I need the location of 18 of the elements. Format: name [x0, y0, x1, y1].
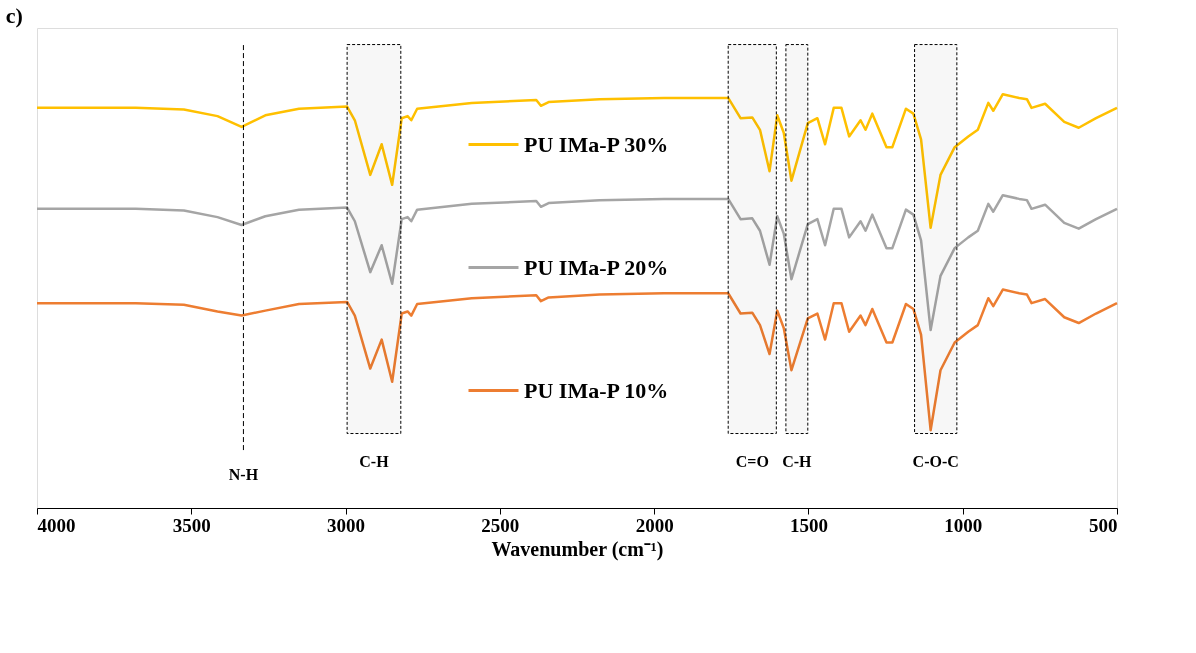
x-tick-label: 1500: [789, 514, 828, 536]
legend-label: PU IMa-P 20%: [524, 254, 669, 280]
chart-title: c): [5, 3, 23, 28]
x-tick-label: 3000: [327, 514, 366, 536]
band-label: C-O-C: [912, 453, 959, 471]
ref-line-label: N-H: [228, 465, 259, 483]
x-tick-label: 3500: [172, 514, 211, 536]
legend-label: PU IMa-P 10%: [524, 377, 669, 403]
band-label: C-H: [782, 453, 813, 471]
x-tick-label: 500: [1089, 514, 1118, 536]
x-tick-label: 1000: [944, 514, 983, 536]
legend-label: PU IMa-P 30%: [524, 131, 669, 157]
x-tick-label: 2000: [635, 514, 674, 536]
x-tick-label: 4000: [37, 514, 76, 536]
band-label: C-H: [359, 453, 390, 471]
band-label: C=O: [735, 453, 769, 471]
x-axis-title: Wavenumber (cm⁻¹): [491, 537, 664, 561]
x-tick-label: 2500: [481, 514, 520, 536]
